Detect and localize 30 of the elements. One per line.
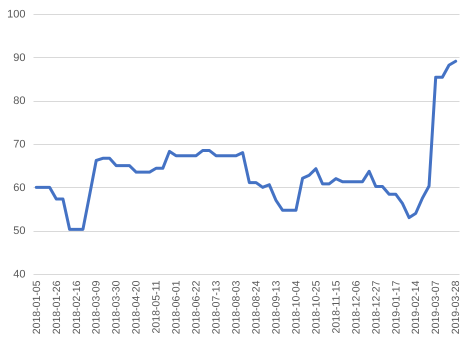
x-tick-label: 2018-02-16	[70, 280, 83, 334]
x-tick-label: 2018-06-01	[170, 280, 183, 334]
x-tick-label: 2018-03-30	[110, 280, 123, 334]
x-tick-label: 2018-12-27	[370, 280, 382, 334]
x-tick-label: 2018-07-13	[210, 280, 223, 334]
x-tick-label: 2018-01-05	[30, 280, 43, 334]
x-tick-label: 2019-02-14	[410, 280, 422, 334]
y-tick-label: 70	[13, 138, 26, 150]
x-tick-label: 2018-01-26	[50, 280, 63, 334]
x-tick-label: 2018-11-15	[330, 280, 342, 334]
x-tick-label: 2018-08-24	[250, 280, 262, 334]
y-tick-label: 40	[13, 268, 26, 280]
x-tick-label: 2018-08-03	[230, 280, 243, 334]
x-tick-label: 2018-05-11	[150, 280, 163, 334]
y-tick-label: 50	[13, 225, 26, 238]
x-tick-label: 2018-04-20	[130, 280, 143, 334]
x-tick-label: 2018-10-25	[310, 280, 322, 334]
y-tick-label: 90	[13, 52, 26, 64]
y-tick-label: 60	[13, 182, 26, 194]
x-tick-label: 2019-03-07	[430, 280, 442, 334]
x-tick-label: 2018-09-13	[270, 280, 282, 334]
x-tick-label: 2018-03-09	[90, 280, 103, 334]
x-tick-label: 2018-12-06	[350, 280, 362, 334]
x-tick-label: 2018-06-22	[190, 280, 203, 334]
y-tick-label: 80	[13, 95, 26, 108]
x-tick-label: 2019-03-28	[450, 280, 462, 334]
x-tick-label: 2019-01-17	[390, 280, 402, 334]
line-series	[34, 60, 458, 231]
y-tick-label: 100	[7, 8, 26, 20]
x-tick-label: 2018-10-04	[290, 280, 302, 334]
